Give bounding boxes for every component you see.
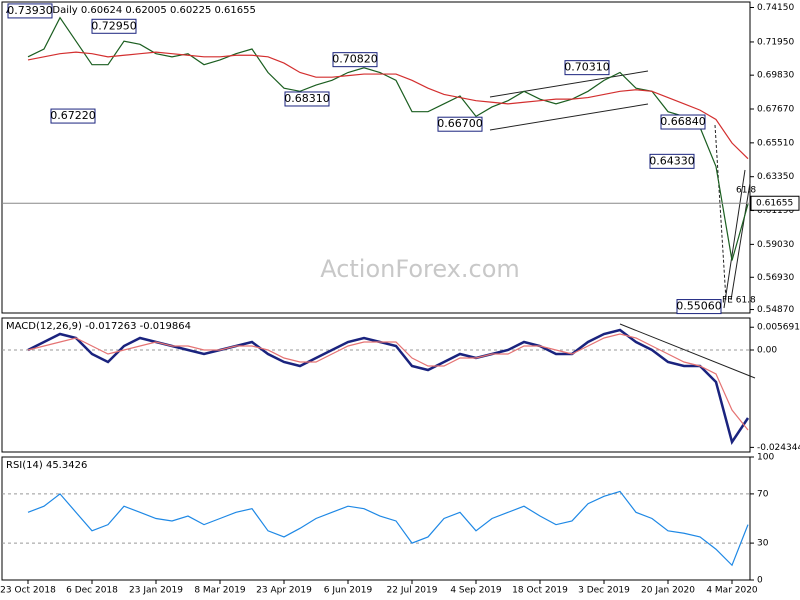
annotation-box bbox=[91, 18, 137, 34]
annotation-label: 0.68310 bbox=[284, 92, 330, 105]
annotation-box bbox=[660, 114, 706, 130]
price-panel bbox=[1, 1, 751, 314]
y-tick-label: -0.024344 bbox=[757, 443, 800, 453]
annotation-box bbox=[284, 91, 330, 107]
x-tick-label: 18 Oct 2019 bbox=[512, 586, 568, 596]
annotation-box bbox=[676, 299, 722, 315]
x-tick-label: 3 Dec 2019 bbox=[578, 586, 630, 596]
y-tick-label: 0.005691 bbox=[757, 323, 800, 333]
fib-label: 61.8 bbox=[736, 186, 756, 196]
series-line bbox=[27, 16, 749, 261]
y-tick-label: 0.71950 bbox=[757, 37, 794, 47]
x-tick-label: 4 Sep 2019 bbox=[450, 586, 502, 596]
macd-panel bbox=[1, 317, 751, 453]
watermark: ActionForex.com bbox=[320, 255, 520, 283]
y-tick-label: 0.00 bbox=[757, 346, 777, 356]
y-tick-label: 0.74150 bbox=[757, 3, 794, 13]
x-tick-label: 6 Jun 2019 bbox=[324, 586, 373, 596]
fib-line bbox=[714, 124, 727, 301]
annotation-label: 0.73930 bbox=[7, 4, 53, 17]
y-tick-label: 0.63350 bbox=[757, 172, 794, 182]
macd-trend-line bbox=[619, 323, 756, 379]
trend-line bbox=[730, 182, 751, 301]
x-tick-label: 8 Mar 2019 bbox=[194, 586, 246, 596]
x-tick-label: 23 Oct 2018 bbox=[0, 586, 56, 596]
annotation-box bbox=[332, 52, 378, 68]
series-line bbox=[27, 490, 749, 567]
annotation-box bbox=[649, 153, 695, 169]
rsi-title: RSI(14) 45.3426 bbox=[6, 460, 87, 471]
annotation-box bbox=[564, 60, 610, 76]
y-tick-label: 0.61190 bbox=[757, 206, 794, 216]
y-tick-label: 0.69830 bbox=[757, 71, 794, 81]
annotation-box bbox=[50, 108, 96, 124]
x-tick-label: 20 Jan 2020 bbox=[641, 586, 695, 596]
annotation-label: 0.55060 bbox=[676, 300, 722, 313]
annotation-label: 0.72950 bbox=[91, 19, 137, 32]
fib-label: FE 61.8 bbox=[722, 296, 756, 306]
annotation-label: 0.66700 bbox=[437, 117, 483, 130]
annotation-label: 0.66840 bbox=[660, 115, 706, 128]
annotation-box bbox=[437, 116, 483, 132]
y-tick-label: 0.59030 bbox=[757, 240, 794, 250]
y-tick-label: 100 bbox=[757, 453, 774, 463]
channel-line bbox=[489, 103, 649, 131]
annotation-label: 0.64330 bbox=[649, 154, 695, 167]
y-tick-label: 0.56930 bbox=[757, 273, 794, 283]
macd-title: MACD(12,26,9) -0.017263 -0.019864 bbox=[6, 321, 191, 332]
current-price-box bbox=[750, 195, 800, 211]
y-tick-label: 70 bbox=[757, 489, 769, 499]
y-tick-label: 0.54870 bbox=[757, 305, 794, 315]
current-price-label: 0.61655 bbox=[756, 199, 793, 209]
y-tick-label: 0.65510 bbox=[757, 138, 794, 148]
chart-title: AUDUSD Daily 0.60624 0.62005 0.60225 0.6… bbox=[6, 5, 256, 16]
y-tick-label: 0 bbox=[757, 576, 763, 586]
x-tick-label: 22 Jul 2019 bbox=[387, 586, 438, 596]
series-line bbox=[27, 333, 749, 431]
annotation-box bbox=[7, 3, 53, 19]
x-tick-label: 6 Dec 2018 bbox=[66, 586, 118, 596]
channel-line bbox=[489, 70, 649, 98]
series-line bbox=[27, 51, 749, 160]
rsi-panel bbox=[1, 456, 751, 581]
annotation-label: 0.67220 bbox=[50, 109, 96, 122]
annotation-label: 0.70820 bbox=[332, 53, 378, 66]
y-tick-label: 0.67670 bbox=[757, 105, 794, 115]
trend-line bbox=[723, 169, 746, 309]
x-tick-label: 23 Jan 2019 bbox=[129, 586, 183, 596]
y-tick-label: 30 bbox=[757, 539, 769, 549]
x-tick-label: 4 Mar 2020 bbox=[706, 586, 758, 596]
x-tick-label: 23 Apr 2019 bbox=[256, 586, 312, 596]
annotation-label: 0.70310 bbox=[564, 61, 610, 74]
